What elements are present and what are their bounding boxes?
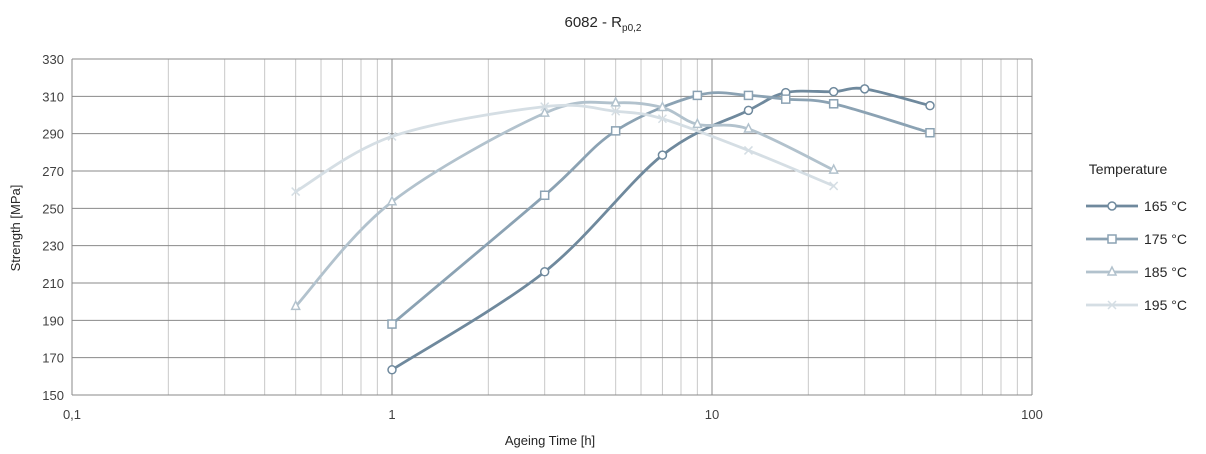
legend-marker	[1106, 265, 1118, 276]
data-point	[291, 187, 301, 197]
data-point	[387, 319, 397, 329]
data-point	[828, 86, 839, 97]
data-point	[692, 90, 703, 101]
legend-title: Temperature	[1089, 161, 1168, 177]
chart-title-subscript: p0,2	[622, 23, 642, 34]
legend-label: 195 °C	[1144, 297, 1187, 313]
legend-label: 175 °C	[1144, 231, 1187, 247]
y-tick-label: 290	[42, 127, 64, 142]
data-point	[925, 127, 935, 138]
x-tick-label: 0,1	[63, 407, 81, 422]
data-point	[925, 100, 935, 111]
data-point	[540, 102, 550, 112]
series-group	[290, 84, 935, 375]
y-tick-label: 170	[42, 351, 64, 366]
data-point	[829, 181, 839, 191]
y-tick-label: 270	[42, 164, 64, 179]
x-tick-label: 100	[1021, 407, 1043, 422]
y-tick-label: 190	[42, 313, 64, 328]
data-point	[539, 106, 550, 117]
data-point	[610, 96, 621, 107]
x-axis-ticks: 0,1 1 10 100	[63, 407, 1043, 422]
legend-item: 185 °C	[1086, 264, 1187, 280]
legend-item: 195 °C	[1086, 297, 1187, 313]
data-point	[611, 106, 621, 116]
data-point	[828, 99, 839, 109]
y-tick-label: 150	[42, 388, 64, 403]
legend-item: 165 °C	[1086, 198, 1187, 214]
y-axis-title: Strength [MPa]	[8, 185, 23, 272]
legend-label: 165 °C	[1144, 198, 1187, 214]
data-point	[657, 150, 668, 160]
data-point	[539, 190, 550, 201]
data-point	[290, 299, 301, 311]
y-tick-label: 310	[42, 89, 64, 104]
chart-title: 6082 - Rp0,2	[564, 14, 641, 34]
legend-label: 185 °C	[1144, 264, 1187, 280]
gridlines	[71, 58, 1033, 396]
data-point	[692, 117, 703, 129]
x-tick-label: 10	[705, 407, 719, 422]
data-point	[743, 90, 754, 101]
data-point	[539, 267, 550, 277]
y-tick-label: 330	[42, 52, 64, 67]
data-point	[610, 126, 621, 136]
legend-marker	[1107, 300, 1117, 310]
y-axis-ticks: 150 170 190 210 230 250 270 290 310 330	[42, 52, 64, 403]
legend-marker	[1107, 201, 1117, 211]
legend: Temperature 165 °C 175 °C 185 °C 195 °C	[1086, 161, 1187, 313]
legend-item: 175 °C	[1086, 231, 1187, 247]
x-tick-label: 1	[388, 407, 395, 422]
chart-title-main: 6082 - R	[564, 14, 622, 31]
data-point	[743, 105, 754, 116]
series-2	[387, 90, 935, 329]
series-3	[290, 96, 839, 311]
data-point	[387, 365, 397, 375]
y-tick-label: 210	[42, 276, 64, 291]
data-point	[743, 122, 754, 133]
data-point	[743, 145, 753, 155]
series-4	[291, 102, 839, 197]
data-point	[657, 114, 667, 124]
legend-marker	[1107, 234, 1117, 244]
data-point	[387, 131, 397, 141]
x-axis-title: Ageing Time [h]	[505, 433, 595, 448]
data-point	[780, 94, 791, 104]
y-tick-label: 230	[42, 239, 64, 254]
data-point	[386, 195, 398, 206]
series-line	[390, 86, 932, 372]
data-point	[828, 163, 839, 174]
series-1	[387, 84, 935, 375]
data-point	[657, 100, 668, 112]
data-point	[859, 84, 870, 94]
y-tick-label: 250	[42, 201, 64, 216]
